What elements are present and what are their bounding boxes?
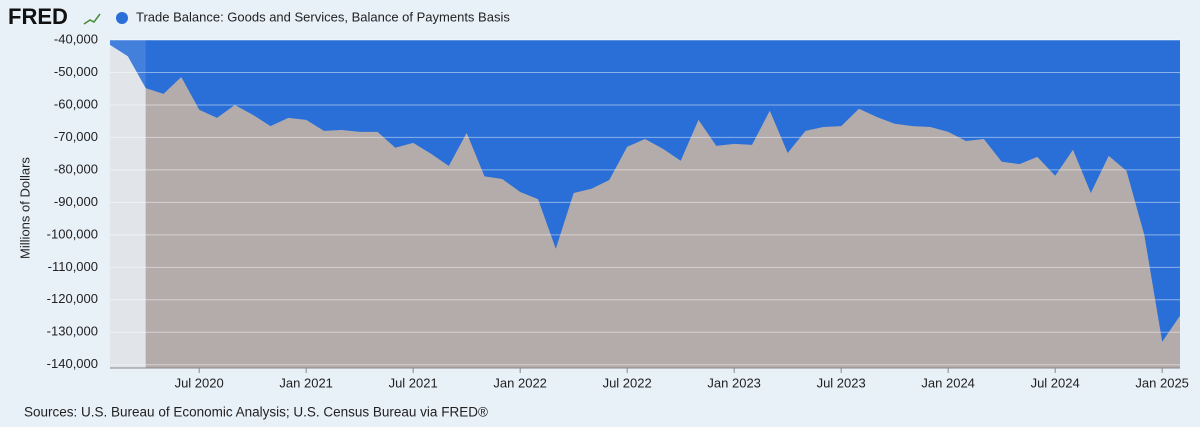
x-tick-label: Jul 2022 xyxy=(603,375,652,390)
x-tick-label: Jul 2020 xyxy=(175,375,224,390)
y-tick-label: -50,000 xyxy=(54,64,98,79)
source: Sources: U.S. Bureau of Economic Analysi… xyxy=(24,405,488,420)
legend-entry: Trade Balance: Goods and Services, Balan… xyxy=(136,9,510,24)
y-tick-label: -60,000 xyxy=(54,96,98,111)
y-tick-label: -130,000 xyxy=(47,324,98,339)
logo: FRED xyxy=(8,4,68,29)
x-tick-label: Jul 2021 xyxy=(389,375,438,390)
x-tick-label: Jan 2024 xyxy=(921,375,975,390)
legend-marker xyxy=(116,12,128,24)
recession-overlay xyxy=(110,40,146,368)
x-tick-label: Jan 2023 xyxy=(707,375,761,390)
x-tick-label: Jul 2023 xyxy=(817,375,866,390)
y-tick-label: -70,000 xyxy=(54,129,98,144)
y-tick-label: -120,000 xyxy=(47,291,98,306)
y-axis-label: Millions of Dollars xyxy=(17,157,32,259)
area xyxy=(110,40,1180,342)
y-tick-label: -110,000 xyxy=(48,259,98,274)
y-tick-label: -100,000 xyxy=(47,226,98,241)
y-tick-label: -90,000 xyxy=(54,194,98,209)
x-tick-label: Jul 2024 xyxy=(1031,375,1080,390)
y-tick-label: -140,000 xyxy=(47,356,98,371)
y-tick-label: -80,000 xyxy=(54,161,98,176)
x-tick-label: Jan 2021 xyxy=(279,375,333,390)
x-tick-label: Jan 2022 xyxy=(493,375,547,390)
x-tick-label: Jan 2025 xyxy=(1135,375,1189,390)
recession-band xyxy=(110,40,146,368)
y-tick-label: -40,000 xyxy=(54,31,98,46)
logo-icon xyxy=(83,13,101,25)
